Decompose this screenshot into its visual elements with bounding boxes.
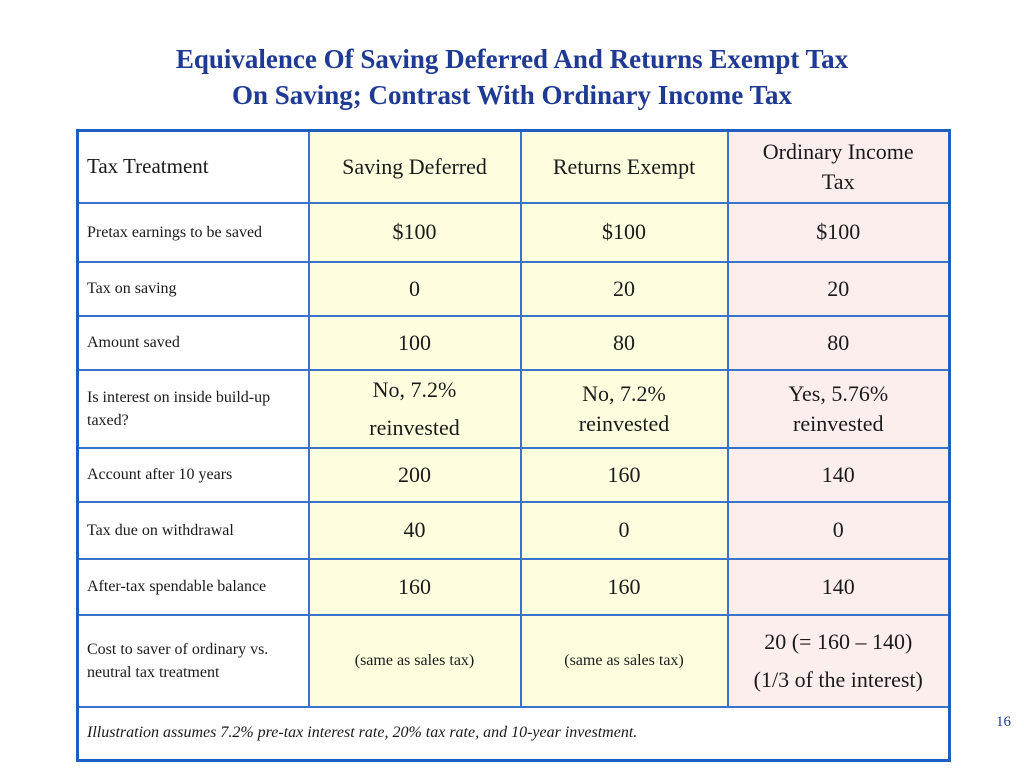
cell-ordinary: 140	[726, 557, 951, 616]
slide-title: Equivalence Of Saving Deferred And Retur…	[0, 41, 1024, 113]
cell-returns-exempt: 160	[519, 446, 729, 503]
header-ordinary-income-tax: Ordinary Income Tax	[726, 129, 951, 204]
header-returns-exempt: Returns Exempt	[519, 129, 729, 204]
cell-returns-exempt: No, 7.2% reinvested	[519, 368, 729, 449]
row-label: Tax due on withdrawal	[76, 500, 310, 560]
table-row: After-tax spendable balance 160 160 140	[76, 557, 951, 616]
cell-line-1: No, 7.2%	[372, 376, 457, 402]
table-row: Pretax earnings to be saved $100 $100 $1…	[76, 201, 951, 263]
cell-line-2: reinvested	[369, 414, 460, 440]
table-header-row: Tax Treatment Saving Deferred Returns Ex…	[76, 129, 951, 204]
header-ordinary-line-1: Ordinary Income	[762, 138, 914, 164]
cell-saving-deferred: 160	[307, 557, 522, 616]
cell-line-2: reinvested	[793, 410, 884, 436]
cell-line-1: No, 7.2%	[582, 380, 666, 406]
cell-ordinary: 80	[726, 314, 951, 371]
row-label: Pretax earnings to be saved	[76, 201, 310, 263]
tax-comparison-table: Tax Treatment Saving Deferred Returns Ex…	[76, 129, 951, 762]
header-saving-deferred: Saving Deferred	[307, 129, 522, 204]
row-label: Cost to saver of ordinary vs. neutral ta…	[76, 613, 310, 708]
row-label: Account after 10 years	[76, 446, 310, 503]
cell-ordinary: $100	[726, 201, 951, 263]
cell-returns-exempt: 80	[519, 314, 729, 371]
cell-saving-deferred: $100	[307, 201, 522, 263]
cell-ordinary: 20 (= 160 – 140) (1/3 of the interest)	[726, 613, 951, 708]
cell-ordinary: 20	[726, 260, 951, 317]
slide-title-line-1: Equivalence Of Saving Deferred And Retur…	[175, 44, 849, 74]
cell-saving-deferred: 0	[307, 260, 522, 317]
row-label: After-tax spendable balance	[76, 557, 310, 616]
row-label: Is interest on inside build-up taxed?	[76, 368, 310, 449]
cell-saving-deferred: 40	[307, 500, 522, 560]
row-label: Tax on saving	[76, 260, 310, 317]
cell-ordinary: 0	[726, 500, 951, 560]
cell-returns-exempt: 0	[519, 500, 729, 560]
cell-returns-exempt: $100	[519, 201, 729, 263]
table-row: Tax on saving 0 20 20	[76, 260, 951, 317]
cell-line-2: reinvested	[578, 410, 670, 436]
cell-returns-exempt: 160	[519, 557, 729, 616]
table-row: Is interest on inside build-up taxed? No…	[76, 368, 951, 449]
cell-ordinary: Yes, 5.76% reinvested	[726, 368, 951, 449]
header-ordinary-line-2: Tax	[821, 168, 855, 194]
table-row: Cost to saver of ordinary vs. neutral ta…	[76, 613, 951, 708]
cell-line-2: (1/3 of the interest)	[753, 666, 923, 692]
slide-title-line-2: On Saving; Contrast With Ordinary Income…	[231, 80, 793, 110]
cell-saving-deferred: 200	[307, 446, 522, 503]
cell-saving-deferred: No, 7.2% reinvested	[307, 368, 522, 449]
table-row: Tax due on withdrawal 40 0 0	[76, 500, 951, 560]
cell-saving-deferred: 100	[307, 314, 522, 371]
table-footnote-row: Illustration assumes 7.2% pre-tax intere…	[76, 705, 951, 762]
page-number: 16	[996, 714, 1011, 730]
header-tax-treatment: Tax Treatment	[76, 129, 310, 204]
cell-returns-exempt: 20	[519, 260, 729, 317]
table-footnote: Illustration assumes 7.2% pre-tax intere…	[76, 705, 951, 762]
cell-saving-deferred: (same as sales tax)	[307, 613, 522, 708]
cell-returns-exempt: (same as sales tax)	[519, 613, 729, 708]
row-label: Amount saved	[76, 314, 310, 371]
cell-ordinary: 140	[726, 446, 951, 503]
table-row: Account after 10 years 200 160 140	[76, 446, 951, 503]
table-row: Amount saved 100 80 80	[76, 314, 951, 371]
cell-line-1: Yes, 5.76%	[788, 380, 889, 406]
cell-line-1: 20 (= 160 – 140)	[764, 628, 913, 654]
